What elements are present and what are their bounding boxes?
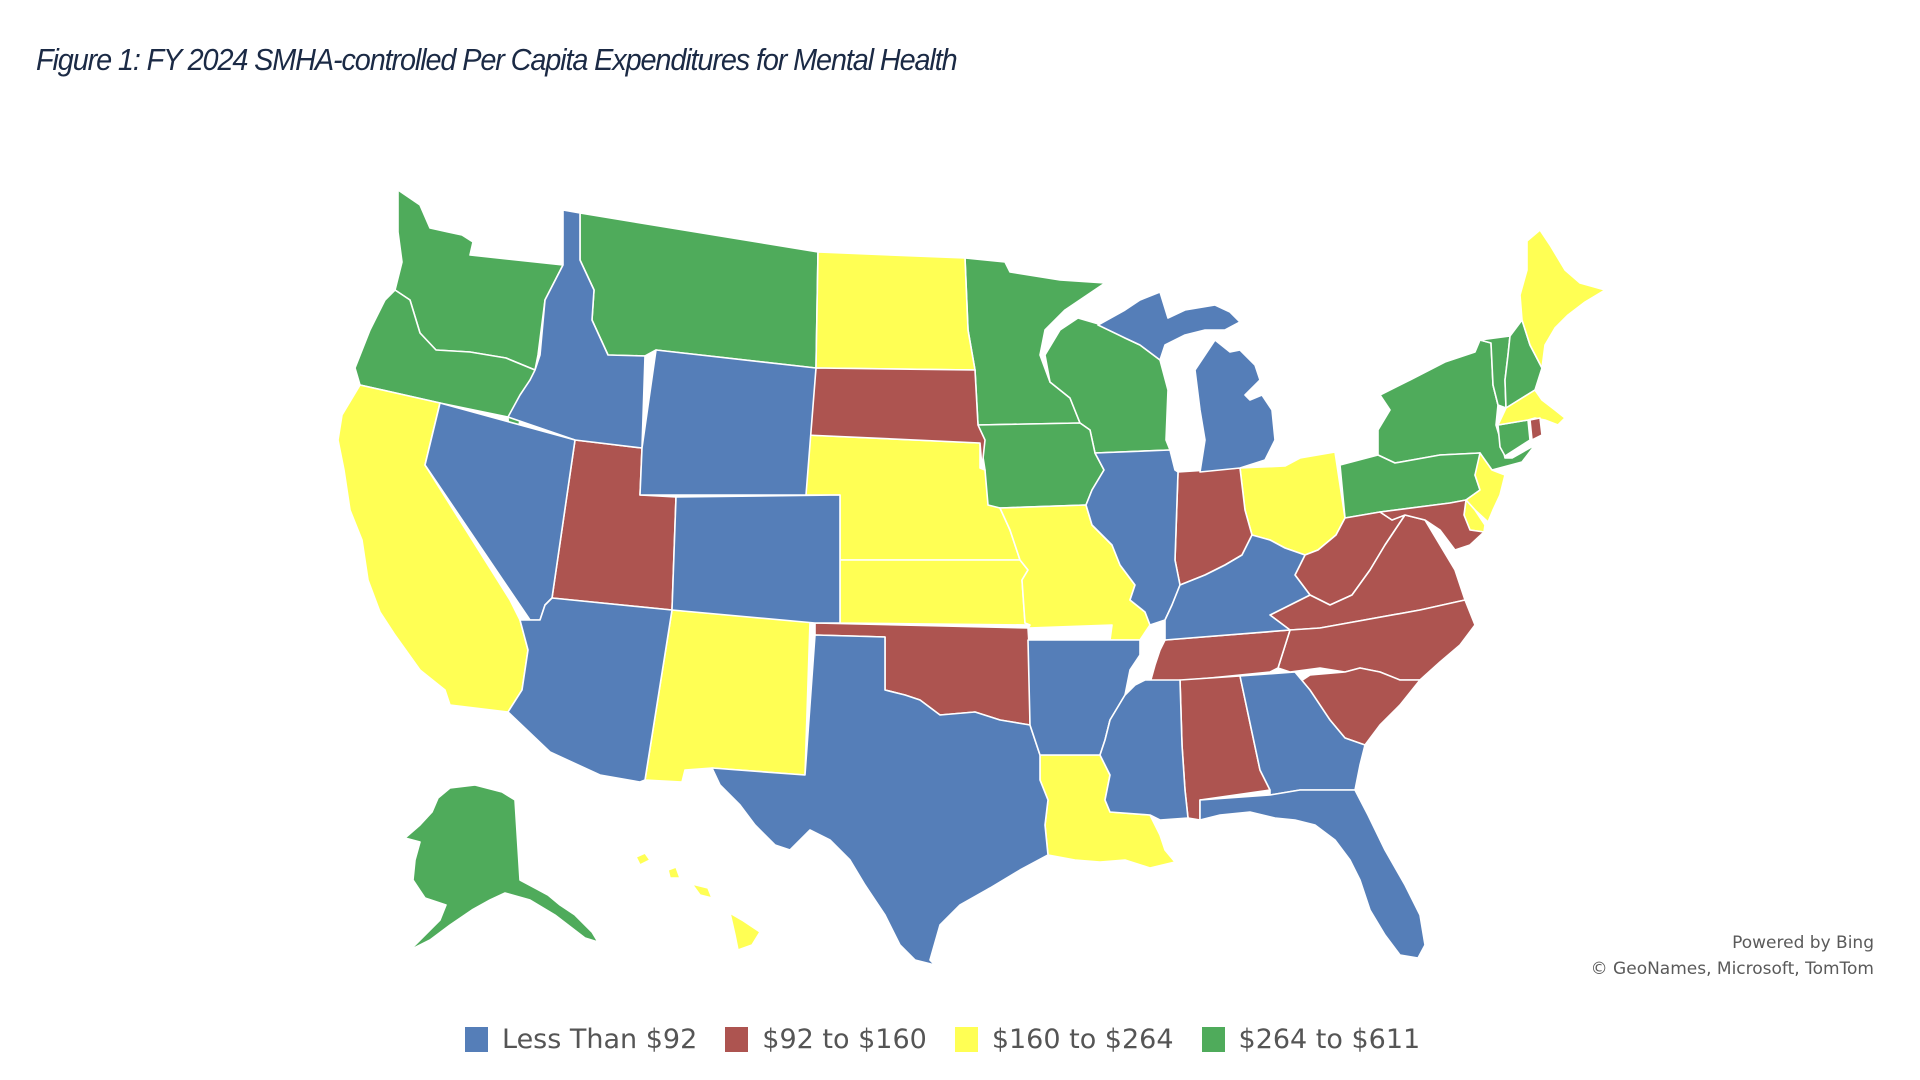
state-ks[interactable] [839,559,1031,626]
state-ma[interactable] [1497,389,1566,426]
state-tx[interactable] [711,634,1049,966]
state-mi-upper[interactable] [1097,291,1241,361]
legend-swatch-blue [465,1027,488,1052]
legend-swatch-green [1201,1027,1225,1052]
bin-160-to-264 [337,229,1606,951]
state-hi-2[interactable] [667,866,681,879]
legend-item-264-to-611: $264 to $611 [1201,1024,1421,1055]
state-hi-1[interactable] [635,852,651,866]
legend-label: Less Than $92 [502,1024,698,1055]
state-ga[interactable] [1239,671,1366,796]
figure-title: Figure 1: FY 2024 SMHA-controlled Per Ca… [36,42,958,77]
state-hi-4[interactable] [729,912,761,951]
state-ia[interactable] [977,422,1105,509]
state-me[interactable] [1519,229,1606,369]
legend: Less Than $92 $92 to $160 $160 to $264 $… [465,1024,1420,1055]
legend-swatch-red [725,1027,749,1052]
bin-less-than-92 [424,209,1426,966]
state-ca[interactable] [337,384,529,713]
state-az[interactable] [507,597,673,783]
state-nm[interactable] [644,609,811,783]
state-ms[interactable] [1099,679,1189,821]
state-mi-lower[interactable] [1194,339,1276,473]
state-nj[interactable] [1465,452,1506,523]
legend-item-92-to-160: $92 to $160 [725,1024,927,1055]
state-ak[interactable] [404,784,599,951]
state-mt[interactable] [579,212,819,369]
state-ky[interactable] [1164,534,1311,641]
state-ri[interactable] [1529,417,1543,441]
map-attribution: Powered by Bing © GeoNames, Microsoft, T… [1591,930,1874,982]
state-nd[interactable] [815,251,976,371]
legend-label: $160 to $264 [991,1024,1174,1055]
bin-264-to-611 [354,189,1543,951]
legend-item-less-than-92: Less Than $92 [465,1024,697,1055]
state-sd[interactable] [805,367,986,469]
state-md[interactable] [1379,499,1485,551]
legend-swatch-yellow [954,1027,978,1052]
state-co[interactable] [671,494,841,624]
state-fl[interactable] [1199,789,1426,959]
data-sources-credit: © GeoNames, Microsoft, TomTom [1590,959,1874,979]
legend-label: $92 to $160 [762,1024,927,1055]
legend-item-160-to-264: $160 to $264 [954,1024,1174,1055]
state-wy[interactable] [639,349,817,496]
state-hi-3[interactable] [691,883,713,899]
state-il[interactable] [1085,449,1181,626]
powered-by-bing: Powered by Bing [1732,933,1874,953]
legend-label: $264 to $611 [1238,1024,1421,1055]
